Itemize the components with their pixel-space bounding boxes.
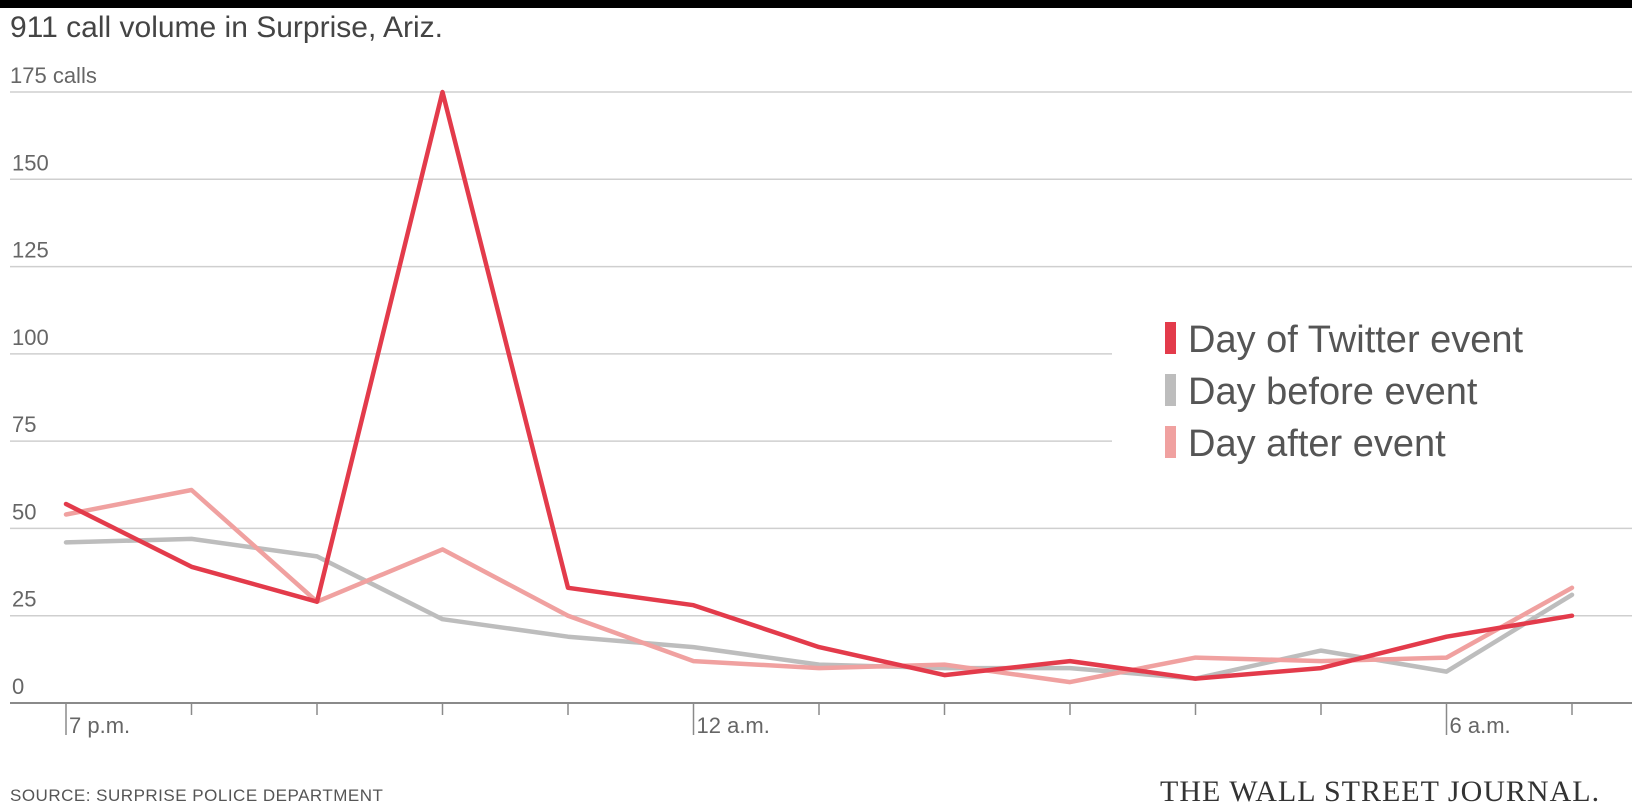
legend-label: Day before event <box>1188 371 1478 413</box>
series-line-1 <box>63 89 1575 681</box>
y-tick-label: 50 <box>12 499 36 524</box>
legend-swatch <box>1165 426 1176 458</box>
publisher-logo: THE WALL STREET JOURNAL. <box>1160 775 1600 804</box>
y-tick-label: 150 <box>12 150 49 175</box>
x-tick-label: 7 p.m. <box>69 713 130 738</box>
legend-label: Day after event <box>1188 423 1446 465</box>
legend: Day of Twitter event Day before event Day … <box>1165 319 1524 465</box>
legend-swatch <box>1165 374 1176 406</box>
legend-label: Day of Twitter event <box>1188 319 1524 361</box>
y-unit-label: 175 calls <box>10 63 97 88</box>
series-line-2 <box>63 536 1575 681</box>
y-tick-label: 125 <box>12 238 49 263</box>
chart-title: 911 call volume in Surprise, Ariz. <box>10 11 443 44</box>
x-axis: 7 p.m. 12 a.m. 6 a.m. <box>10 702 1632 738</box>
gridlines <box>10 91 1632 617</box>
y-axis-ticks: 0 25 50 75 100 125 150 <box>12 150 49 699</box>
y-tick-label: 0 <box>12 674 24 699</box>
chart-background <box>0 8 1632 804</box>
series-lines <box>63 89 1575 685</box>
x-tick-label: 6 a.m. <box>1450 713 1511 738</box>
x-tick-label: 12 a.m. <box>697 713 770 738</box>
y-tick-label: 100 <box>12 325 49 350</box>
source-note: SOURCE: SURPRISE POLICE DEPARTMENT <box>10 786 383 804</box>
y-tick-label: 75 <box>12 412 36 437</box>
y-tick-label: 25 <box>12 587 36 612</box>
legend-swatch <box>1165 322 1176 354</box>
